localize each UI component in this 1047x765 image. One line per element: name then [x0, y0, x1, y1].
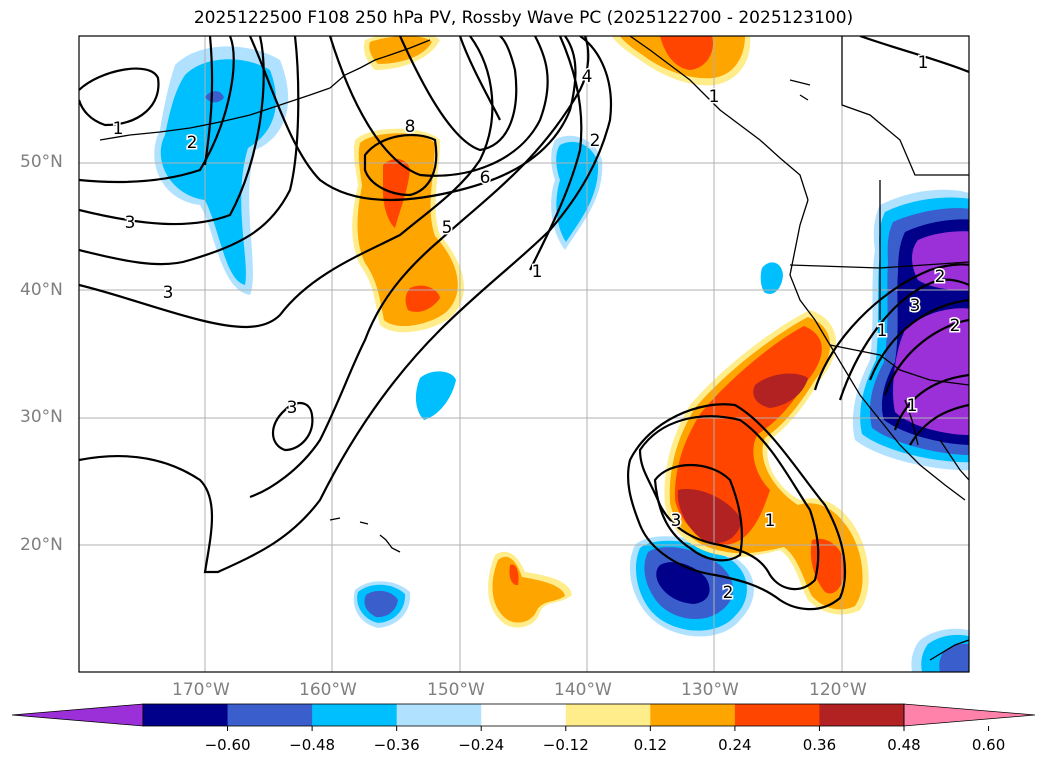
- colorbar-tick-label: −0.48: [289, 736, 336, 754]
- colorbar-segment: [650, 704, 736, 726]
- colorbar-tick-label: 0.36: [802, 736, 837, 754]
- negative-pv-anomaly: [154, 46, 969, 672]
- colorbar-segment: [227, 704, 313, 726]
- colorbar-segment: [396, 704, 482, 726]
- contour-label: 1: [907, 396, 918, 416]
- colorbar-tick-label: −0.60: [204, 736, 251, 754]
- lon-label-160w: 160°W: [299, 680, 357, 700]
- map-title: 2025122500 F108 250 hPa PV, Rossby Wave …: [193, 8, 854, 28]
- colorbar-segment: [481, 704, 567, 726]
- colorbar-segment: [819, 704, 905, 726]
- contour-label: 5: [442, 218, 453, 238]
- lon-label-140w: 140°W: [554, 680, 612, 700]
- lat-label-40n: 40°N: [20, 280, 63, 300]
- colorbar-segment: [143, 704, 229, 726]
- colorbar-tick-label: 0.48: [887, 736, 921, 754]
- colorbar-tick-label: −0.36: [373, 736, 420, 754]
- colorbar-tick-label: 0.24: [718, 736, 752, 754]
- contour-label: 2: [723, 583, 734, 603]
- lat-label-20n: 20°N: [20, 535, 63, 555]
- colorbar-segment: [312, 704, 398, 726]
- lon-label-150w: 150°W: [427, 680, 485, 700]
- contour-label: 3: [910, 296, 921, 316]
- colorbar-segment: [734, 704, 820, 726]
- contour-label: 1: [532, 262, 543, 282]
- lon-label-130w: 130°W: [681, 680, 739, 700]
- pv-contours: [79, 36, 969, 611]
- lat-label-30n: 30°N: [20, 407, 63, 427]
- contour-label: 1: [918, 53, 929, 73]
- colorbar-extend-max: [903, 703, 1036, 727]
- colorbar-tick-label: −0.12: [542, 736, 589, 754]
- colorbar-segment: [565, 704, 651, 726]
- lon-label-170w: 170°W: [172, 680, 230, 700]
- contour-label: 3: [671, 511, 682, 531]
- contour-label: 6: [480, 168, 491, 188]
- colorbar-tick-label: 0.12: [633, 736, 668, 754]
- colorbar-tick-label: 0.60: [971, 736, 1006, 754]
- coastlines: [99, 36, 969, 661]
- lat-label-50n: 50°N: [20, 152, 63, 172]
- contour-label: 2: [950, 316, 961, 336]
- lon-label-120w: 120°W: [809, 680, 867, 700]
- colorbar-extend-min: [11, 703, 144, 727]
- map-frame: [78, 35, 970, 673]
- contour-label: 1: [709, 87, 720, 107]
- contour-label: 3: [287, 398, 298, 418]
- contour-label: 2: [187, 133, 198, 153]
- contour-label: 3: [125, 213, 136, 233]
- contour-label: 8: [405, 117, 416, 137]
- colorbar-frame: [142, 703, 905, 727]
- contour-label: 1: [765, 511, 776, 531]
- colorbar: [11, 703, 1036, 731]
- contour-label: 1: [877, 321, 888, 341]
- positive-pv-anomaly: [352, 36, 869, 628]
- colorbar-tick-label: −0.24: [458, 736, 505, 754]
- contour-label: 2: [590, 131, 601, 151]
- contour-label: 4: [582, 67, 593, 87]
- contour-label: 1: [113, 119, 124, 139]
- contour-label: 3: [163, 283, 174, 303]
- contour-label: 2: [935, 267, 946, 287]
